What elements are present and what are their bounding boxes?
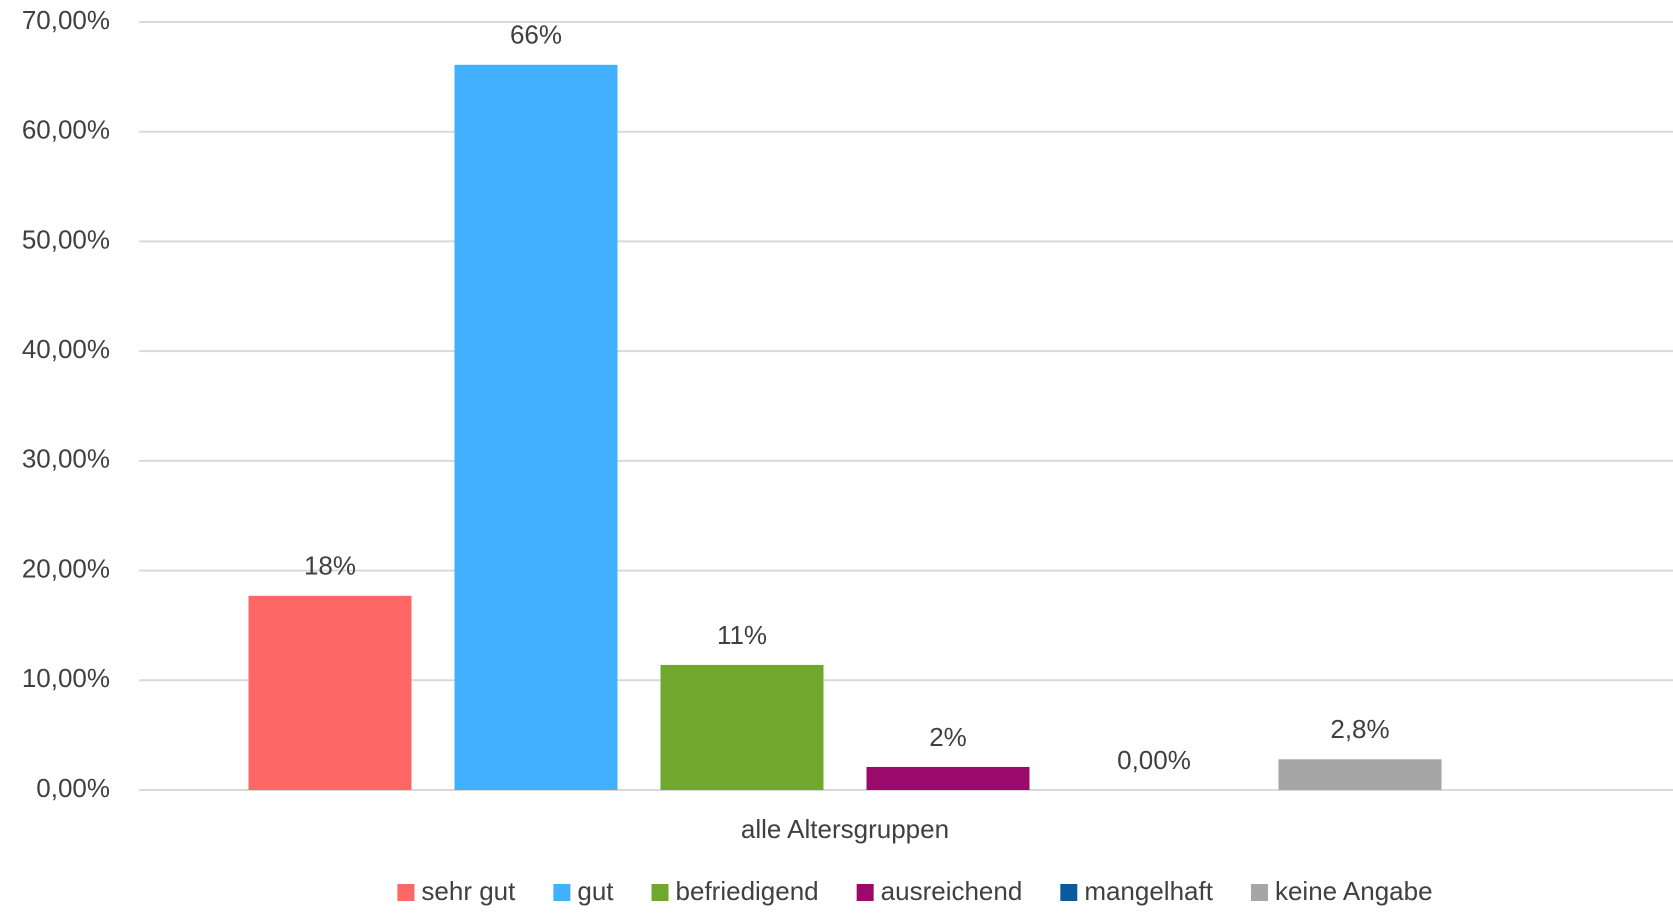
- data-label: 2%: [929, 722, 967, 752]
- data-label: 66%: [510, 20, 562, 50]
- data-label: 11%: [717, 620, 767, 650]
- data-label: 2,8%: [1330, 714, 1389, 744]
- y-tick-label: 70,00%: [22, 5, 110, 35]
- legend-swatch: [651, 884, 669, 901]
- bar: [454, 64, 618, 790]
- bar: [660, 664, 824, 790]
- legend-label: sehr gut: [421, 876, 516, 906]
- legend-swatch: [1060, 884, 1078, 901]
- data-label: 0,00%: [1117, 745, 1191, 775]
- legend-label: keine Angabe: [1275, 876, 1433, 906]
- y-tick-label: 50,00%: [22, 224, 110, 254]
- legend-label: mangelhaft: [1084, 876, 1213, 906]
- legend-swatch: [397, 884, 415, 901]
- legend-swatch: [553, 884, 571, 901]
- y-tick-label: 20,00%: [22, 553, 110, 583]
- legend-swatch: [1250, 884, 1268, 901]
- y-tick-label: 0,00%: [36, 773, 110, 803]
- legend-label: gut: [577, 876, 614, 906]
- y-tick-label: 60,00%: [22, 115, 110, 145]
- legend-label: ausreichend: [881, 876, 1023, 906]
- legend-swatch: [856, 884, 874, 901]
- y-tick-label: 40,00%: [22, 334, 110, 364]
- bar: [248, 595, 412, 790]
- legend-label: befriedigend: [676, 876, 819, 906]
- data-label: 18%: [304, 551, 356, 581]
- bar: [1278, 759, 1442, 790]
- bar: [866, 766, 1030, 790]
- y-tick-label: 10,00%: [22, 663, 110, 693]
- x-tick-label: alle Altersgruppen: [741, 814, 949, 844]
- y-tick-label: 30,00%: [22, 444, 110, 474]
